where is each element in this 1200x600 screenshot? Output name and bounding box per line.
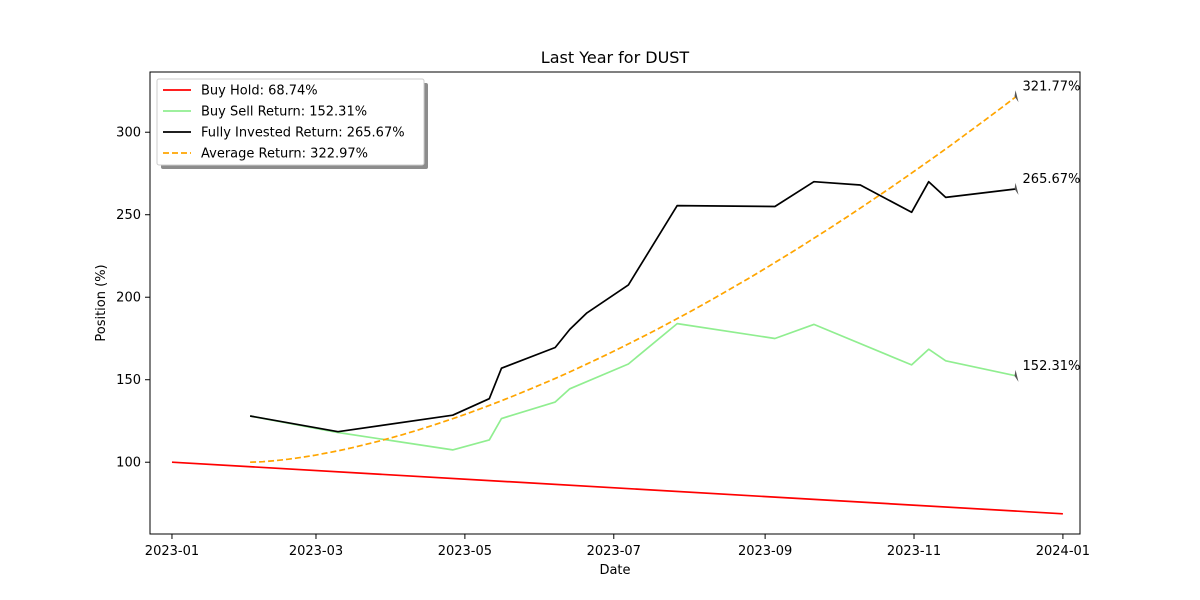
- x-tick-label: 2023-11: [887, 544, 941, 559]
- legend-label: Fully Invested Return: 265.67%: [201, 126, 405, 141]
- series-line-1: [249, 322, 1017, 451]
- series-line-3: [250, 95, 1018, 464]
- x-tick-label: 2023-07: [587, 544, 641, 559]
- x-tick-label: 2023-05: [438, 544, 492, 559]
- y-tick-label: 200: [116, 291, 141, 306]
- legend-label: Buy Hold: 68.74%: [201, 84, 318, 99]
- x-tick-label: 2023-03: [289, 544, 343, 559]
- legend-label: Average Return: 322.97%: [201, 147, 368, 162]
- chart-title: Last Year for DUST: [541, 48, 690, 67]
- annotations: 321.77% 265.67% 152.31%: [1014, 79, 1081, 382]
- y-axis: 100 150 200 250 300: [116, 126, 150, 471]
- y-tick-label: 100: [116, 456, 141, 471]
- annotation-label: 152.31%: [1023, 359, 1081, 374]
- x-tick-label: 2023-09: [738, 544, 792, 559]
- plot-frame: [149, 71, 1081, 535]
- x-axis-label: Date: [599, 563, 630, 578]
- x-tick-label: 2024-01: [1036, 544, 1090, 559]
- y-tick-label: 300: [116, 126, 141, 141]
- annotation-label: 265.67%: [1023, 172, 1081, 187]
- y-axis-label: Position (%): [94, 264, 109, 341]
- series-line-2: [249, 180, 1017, 433]
- annotation-marker: [1014, 90, 1019, 103]
- x-tick-label: 2023-01: [145, 544, 199, 559]
- legend: Buy Hold: 68.74% Buy Sell Return: 152.31%…: [156, 78, 428, 169]
- legend-items: Buy Hold: 68.74% Buy Sell Return: 152.31%…: [163, 84, 405, 162]
- legend-label: Buy Sell Return: 152.31%: [201, 105, 367, 120]
- x-axis: 2023-01 2023-03 2023-05 2023-07 2023-09 2023-…: [145, 534, 1090, 559]
- series-line-0: [171, 461, 1063, 515]
- annotation-marker: [1014, 369, 1019, 382]
- y-tick-label: 150: [116, 373, 141, 388]
- legend-box: [156, 78, 425, 166]
- annotation-label: 321.77%: [1023, 79, 1081, 94]
- plot-lines: [171, 95, 1063, 515]
- annotation-marker: [1014, 182, 1019, 195]
- y-tick-label: 250: [116, 208, 141, 223]
